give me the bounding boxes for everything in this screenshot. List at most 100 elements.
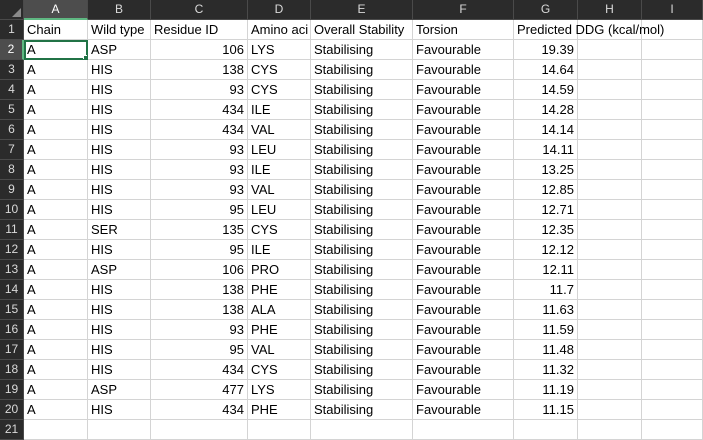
cell-wild-type[interactable]: ASP — [88, 40, 151, 60]
column-header-c[interactable]: C — [151, 0, 248, 20]
cell-chain[interactable]: A — [24, 60, 88, 80]
row-header[interactable]: 5 — [0, 100, 24, 120]
cell-empty[interactable] — [578, 380, 642, 400]
cell-chain[interactable]: A — [24, 360, 88, 380]
cell-empty[interactable] — [151, 420, 248, 440]
cell-empty[interactable] — [642, 400, 703, 420]
cell-torsion[interactable]: Favourable — [413, 100, 514, 120]
cell-residue-id[interactable]: 95 — [151, 240, 248, 260]
cell-predicted-ddg[interactable]: 11.19 — [514, 380, 578, 400]
cell-empty[interactable] — [578, 200, 642, 220]
cell-residue-id[interactable]: 93 — [151, 140, 248, 160]
cell-torsion[interactable]: Favourable — [413, 200, 514, 220]
cell-empty[interactable] — [578, 60, 642, 80]
cell-torsion[interactable]: Favourable — [413, 260, 514, 280]
cell-empty[interactable] — [642, 80, 703, 100]
cell-overall-stability[interactable]: Stabilising — [311, 40, 413, 60]
cell-torsion[interactable]: Favourable — [413, 300, 514, 320]
cell-wild-type[interactable]: HIS — [88, 140, 151, 160]
cell-chain[interactable]: A — [24, 240, 88, 260]
cell-predicted-ddg[interactable]: 12.11 — [514, 260, 578, 280]
cell-wild-type[interactable]: HIS — [88, 160, 151, 180]
cell-overall-stability[interactable]: Stabilising — [311, 300, 413, 320]
cell-torsion[interactable]: Favourable — [413, 180, 514, 200]
cell-empty[interactable] — [642, 300, 703, 320]
cell-empty[interactable] — [642, 260, 703, 280]
cell-residue-id[interactable]: 138 — [151, 280, 248, 300]
cell-wild-type[interactable]: ASP — [88, 260, 151, 280]
column-header-h[interactable]: H — [578, 0, 642, 20]
cell-amino-acid[interactable]: PHE — [248, 320, 311, 340]
cell-residue-id[interactable]: 434 — [151, 100, 248, 120]
cell-overall-stability[interactable]: Stabilising — [311, 220, 413, 240]
cell-empty[interactable] — [578, 80, 642, 100]
row-header[interactable]: 8 — [0, 160, 24, 180]
cell-amino-acid[interactable]: LYS — [248, 380, 311, 400]
cell-empty[interactable] — [642, 380, 703, 400]
column-header-e[interactable]: E — [311, 0, 413, 20]
cell-residue-id[interactable]: 138 — [151, 60, 248, 80]
cell-predicted-ddg[interactable]: 11.48 — [514, 340, 578, 360]
cell-overall-stability[interactable]: Stabilising — [311, 80, 413, 100]
cell-amino-acid[interactable]: VAL — [248, 180, 311, 200]
cell-empty[interactable] — [642, 120, 703, 140]
row-header[interactable]: 4 — [0, 80, 24, 100]
cell-chain[interactable]: A — [24, 320, 88, 340]
cell-predicted-ddg[interactable]: 14.14 — [514, 120, 578, 140]
cell-torsion[interactable]: Favourable — [413, 240, 514, 260]
cell-torsion[interactable]: Favourable — [413, 320, 514, 340]
row-header[interactable]: 21 — [0, 420, 24, 440]
row-header[interactable]: 9 — [0, 180, 24, 200]
cell-chain[interactable]: A — [24, 220, 88, 240]
cell-predicted-ddg[interactable]: 11.63 — [514, 300, 578, 320]
column-header-f[interactable]: F — [413, 0, 514, 20]
cell-torsion[interactable]: Favourable — [413, 60, 514, 80]
cell-torsion[interactable]: Favourable — [413, 400, 514, 420]
cell-chain[interactable]: A — [24, 100, 88, 120]
cell-empty[interactable] — [248, 420, 311, 440]
cell-empty[interactable] — [578, 260, 642, 280]
cell-empty[interactable] — [642, 200, 703, 220]
cell-residue-id[interactable]: 138 — [151, 300, 248, 320]
row-header[interactable]: 6 — [0, 120, 24, 140]
cell-amino-acid[interactable]: PHE — [248, 280, 311, 300]
cell-wild-type[interactable]: ASP — [88, 380, 151, 400]
row-header[interactable]: 13 — [0, 260, 24, 280]
cell-residue-id[interactable]: 93 — [151, 180, 248, 200]
cell-empty[interactable] — [642, 140, 703, 160]
cell-chain[interactable]: A — [24, 200, 88, 220]
cell-empty[interactable] — [578, 280, 642, 300]
cell-empty[interactable] — [642, 220, 703, 240]
cell-empty[interactable] — [642, 420, 703, 440]
cell-empty[interactable] — [514, 420, 578, 440]
cell-overall-stability[interactable]: Stabilising — [311, 240, 413, 260]
cell-empty[interactable] — [578, 340, 642, 360]
cell-amino-acid[interactable]: VAL — [248, 340, 311, 360]
header-amino-acid[interactable]: Amino aci — [248, 20, 311, 40]
cell-predicted-ddg[interactable]: 14.64 — [514, 60, 578, 80]
cell-torsion[interactable]: Favourable — [413, 280, 514, 300]
cell-wild-type[interactable]: HIS — [88, 320, 151, 340]
cell-predicted-ddg[interactable]: 11.15 — [514, 400, 578, 420]
row-header[interactable]: 16 — [0, 320, 24, 340]
cell-predicted-ddg[interactable]: 11.32 — [514, 360, 578, 380]
cell-wild-type[interactable]: HIS — [88, 80, 151, 100]
cell-chain[interactable]: A — [24, 120, 88, 140]
cell-chain[interactable]: A — [24, 260, 88, 280]
cell-empty[interactable] — [642, 360, 703, 380]
row-header[interactable]: 20 — [0, 400, 24, 420]
column-header-i[interactable]: I — [642, 0, 703, 20]
cell-empty[interactable] — [642, 320, 703, 340]
cell-residue-id[interactable]: 93 — [151, 160, 248, 180]
cell-residue-id[interactable]: 95 — [151, 200, 248, 220]
row-header[interactable]: 7 — [0, 140, 24, 160]
column-header-g[interactable]: G — [514, 0, 578, 20]
cell-empty[interactable] — [24, 420, 88, 440]
cell-overall-stability[interactable]: Stabilising — [311, 100, 413, 120]
cell-wild-type[interactable]: HIS — [88, 180, 151, 200]
row-header[interactable]: 10 — [0, 200, 24, 220]
cell-predicted-ddg[interactable]: 12.85 — [514, 180, 578, 200]
cell-predicted-ddg[interactable]: 14.28 — [514, 100, 578, 120]
cell-wild-type[interactable]: HIS — [88, 400, 151, 420]
row-header[interactable]: 15 — [0, 300, 24, 320]
